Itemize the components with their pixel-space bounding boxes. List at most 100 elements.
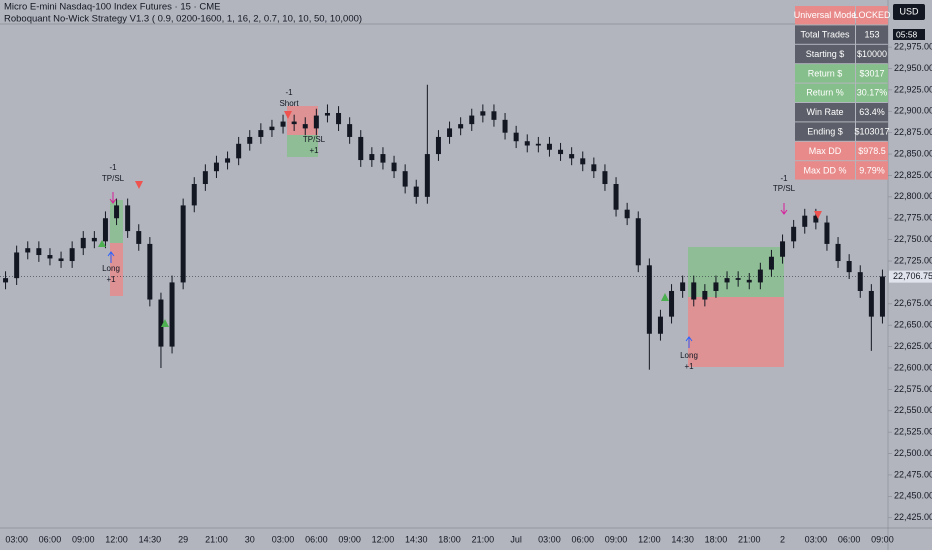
table-label: Max DD % — [803, 165, 846, 175]
y-tick-label: 22,625.00 — [894, 341, 932, 351]
table-label: Total Trades — [800, 29, 850, 39]
x-tick-label: 2 — [780, 534, 785, 544]
table-cell — [795, 103, 855, 122]
candle-body — [136, 231, 142, 244]
candle-body — [247, 136, 253, 144]
annotation: Long — [680, 351, 698, 360]
candle-body — [213, 162, 219, 172]
table-value: $3017 — [859, 68, 884, 78]
y-tick-label: 22,925.00 — [894, 84, 932, 94]
candle-body — [269, 126, 275, 131]
entry-arrow — [107, 251, 115, 263]
table-cell — [795, 25, 855, 44]
x-tick-label: 03:00 — [805, 534, 828, 544]
buy-marker — [98, 240, 106, 247]
last-price-label: 22,706.75 — [893, 271, 932, 281]
candle-body — [125, 205, 131, 232]
x-tick-label: 03:00 — [272, 534, 295, 544]
x-tick-label: 12:00 — [372, 534, 395, 544]
stop-zone — [110, 243, 123, 296]
stop-zone — [688, 297, 784, 367]
trade-boxes — [110, 106, 784, 367]
table-cell — [795, 6, 855, 25]
y-tick-label: 22,525.00 — [894, 427, 932, 437]
candle-body — [624, 209, 630, 219]
y-tick-label: 22,550.00 — [894, 405, 932, 415]
x-tick-label: 09:00 — [605, 534, 628, 544]
x-tick-label: 21:00 — [738, 534, 761, 544]
table-cell — [795, 141, 855, 161]
candle-body — [413, 186, 419, 197]
annotation: TP/SL — [773, 184, 796, 193]
y-tick-label: 22,775.00 — [894, 213, 932, 223]
candle-body — [768, 256, 774, 270]
y-tick-label: 22,675.00 — [894, 298, 932, 308]
x-tick-label: Jul — [510, 534, 522, 544]
candle-body — [558, 149, 564, 155]
x-tick-label: 14:30 — [405, 534, 428, 544]
table-value: 63.4% — [859, 107, 885, 117]
candle-body — [91, 237, 97, 242]
candle-body — [391, 162, 397, 172]
table-cell — [856, 122, 888, 141]
candle-body — [114, 205, 120, 219]
y-tick-label: 22,800.00 — [894, 191, 932, 201]
sell-marker — [814, 211, 822, 219]
x-tick-label: 03:00 — [538, 534, 561, 544]
table-cell — [795, 83, 855, 102]
candles — [3, 84, 885, 370]
annotation: -1 — [780, 174, 788, 183]
candle-body — [535, 143, 541, 146]
table-label: Win Rate — [806, 107, 843, 117]
candle-body — [336, 112, 342, 125]
exit-arrow — [780, 203, 788, 215]
candle-body — [702, 290, 708, 300]
y-tick-label: 22,450.00 — [894, 491, 932, 501]
table-value: 153 — [864, 29, 879, 39]
candle-body — [469, 115, 475, 125]
candle-body — [580, 158, 586, 165]
annotation: +1 — [684, 362, 694, 371]
candle-body — [491, 111, 497, 120]
candle-body — [14, 252, 20, 279]
candle-body — [846, 261, 852, 273]
y-tick-label: 22,975.00 — [894, 41, 932, 51]
table-label: Universal Mode — [794, 10, 857, 20]
candle-body — [802, 215, 808, 227]
candle-body — [524, 141, 530, 146]
x-tick-label: 18:00 — [438, 534, 461, 544]
candle-body — [147, 243, 153, 300]
candle-body — [447, 128, 453, 137]
candle-body — [380, 154, 386, 163]
table-value: $103017 — [854, 126, 889, 136]
annotation: Short — [279, 99, 299, 108]
currency-label[interactable]: USD — [899, 6, 919, 16]
candle-body — [435, 136, 441, 155]
candle-body — [258, 130, 264, 137]
x-tick-label: 06:00 — [305, 534, 328, 544]
candle-body — [813, 215, 819, 223]
annotation: +1 — [309, 146, 319, 155]
candle-body — [191, 184, 197, 206]
candle-body — [236, 143, 242, 159]
x-tick-label: 30 — [245, 534, 255, 544]
annotation: +1 — [106, 275, 116, 284]
candle-body — [158, 299, 164, 347]
candle-body — [824, 222, 830, 244]
candle-body — [868, 290, 874, 317]
x-tick-label: 21:00 — [472, 534, 495, 544]
candle-body — [746, 279, 752, 283]
candle-body — [835, 243, 841, 262]
x-tick-label: 06:00 — [571, 534, 594, 544]
candle-body — [646, 265, 652, 334]
y-tick-label: 22,950.00 — [894, 63, 932, 73]
currency-button[interactable] — [893, 4, 925, 20]
table-value: $978.5 — [858, 146, 886, 156]
candle-body — [591, 164, 597, 172]
x-tick-label: 06:00 — [39, 534, 62, 544]
candle-body — [424, 154, 430, 197]
table-label: Return $ — [808, 68, 843, 78]
candle-body — [613, 184, 619, 210]
